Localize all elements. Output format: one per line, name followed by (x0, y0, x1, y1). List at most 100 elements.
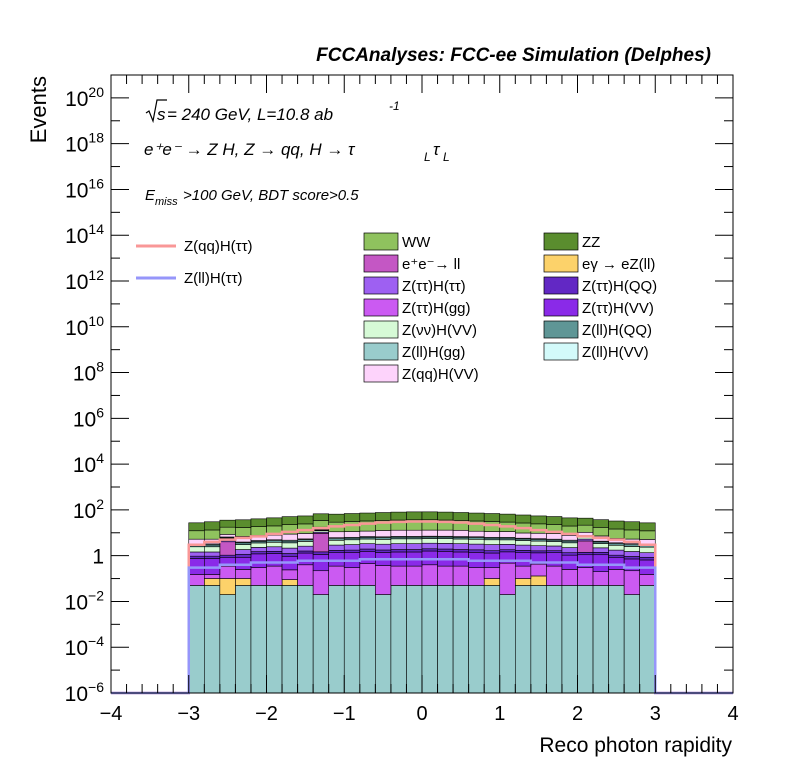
bar-Zqq_HVV-11 (359, 530, 376, 537)
bar-Ztautau_Hgg-14 (406, 565, 423, 586)
bar-Ztautau_HQQ-9 (328, 550, 345, 553)
bar-Ztautau_Htautau-0 (188, 551, 205, 557)
legend-label-Zqq_HVV: Z(qq)H(VV) (402, 366, 479, 383)
bar-Znunu_HVV-5 (266, 541, 283, 548)
bar-WW-8 (312, 520, 329, 528)
bar-ZZ-28 (623, 521, 641, 531)
bar-Ztautau_HQQ-1 (204, 555, 221, 559)
bar-Ztautau_HVV-9 (328, 552, 345, 567)
bar-Znunu_HVV-18 (468, 538, 485, 545)
bar-Ztautau_Htautau-1 (204, 551, 221, 557)
bar-Ztautau_HQQ-11 (359, 548, 376, 552)
bar-Zqq_HVV-21 (514, 532, 532, 539)
legend-label-Ztautau_HQQ: Z(ττ)H(QQ) (582, 278, 657, 295)
y-tick-label: 106 (73, 404, 104, 431)
bar-Ztautau_HQQ-21 (514, 550, 532, 553)
legend-label-WW: WW (402, 234, 431, 251)
bar-Zll_Hgg-18 (468, 585, 485, 694)
bar-WW-25 (577, 524, 594, 533)
bar-Ztautau_Hgg-8 (312, 570, 329, 595)
x-axis-label: Reco photon rapidity (539, 734, 732, 757)
bar-ZZ-24 (561, 517, 578, 527)
bar-Ztautau_HQQ-22 (530, 550, 547, 554)
bar-WW-19 (483, 521, 501, 532)
bar-Zll_Hgg-19 (483, 585, 501, 694)
bar-ZZ-20 (499, 513, 516, 523)
bar-egamma_eZll-1 (204, 578, 221, 586)
y-tick-label: 1020 (65, 84, 104, 111)
svg-text:miss: miss (155, 196, 178, 208)
legend-box-Ztautau_HVV (543, 298, 579, 317)
bar-Ztautau_HQQ-15 (421, 548, 438, 552)
bar-Zqq_HVV-10 (343, 531, 361, 538)
bar-Znunu_HVV-16 (437, 538, 454, 544)
bar-Znunu_HVV-26 (592, 543, 609, 549)
bar-ZZ-0 (188, 522, 205, 532)
bar-Zqq_HVV-13 (390, 529, 407, 537)
bar-Znunu_HVV-14 (406, 538, 423, 544)
bar-Ztautau_Hgg-15 (421, 564, 438, 586)
bar-Zll_Hgg-27 (608, 585, 625, 694)
bar-Ztautau_HQQ-16 (437, 548, 454, 552)
svg-text:τ: τ (433, 140, 441, 159)
bar-ZZ-8 (312, 513, 329, 521)
bar-Zqq_HVV-6 (281, 533, 298, 541)
bar-WW-26 (592, 527, 609, 537)
x-tick-label: 1 (494, 703, 505, 725)
bar-Zqq_HVV-24 (561, 535, 578, 541)
bar-ZZ-6 (281, 516, 298, 525)
legend-label-Zll_HVV: Z(ll)H(VV) (582, 344, 649, 361)
svg-text:-1: -1 (389, 99, 400, 113)
bar-Znunu_HVV-17 (452, 538, 469, 544)
legend-label-Zll_Hgg: Z(ll)H(gg) (402, 344, 465, 361)
bar-Ztautau_Hgg-24 (561, 569, 578, 586)
bar-ZZ-10 (343, 513, 361, 522)
bar-Znunu_HVV-6 (281, 542, 298, 549)
y-tick-label: 10−6 (65, 679, 105, 706)
bar-Znunu_HVV-9 (328, 539, 345, 546)
bar-Ztautau_Htautau-9 (328, 544, 345, 551)
legend-box-egamma_eZll (543, 254, 579, 273)
bar-Zll_Hgg-8 (312, 594, 329, 694)
bar-Ztautau_HQQ-5 (266, 551, 283, 554)
bar-ZZ-4 (250, 518, 267, 527)
x-tick-label: 0 (416, 703, 427, 725)
bar-Ztautau_HVV-4 (250, 553, 267, 568)
bar-Zll_Hgg-24 (561, 585, 578, 694)
bar-Ztautau_Htautau-22 (530, 545, 547, 552)
bar-Ztautau_Hgg-18 (468, 567, 485, 586)
bar-Ztautau_HVV-23 (546, 552, 563, 567)
bar-Ztautau_HQQ-26 (592, 552, 609, 556)
bar-ZZ-16 (437, 511, 454, 521)
bar-Zll_Hgg-12 (375, 594, 392, 694)
bar-Ztautau_Htautau-7 (297, 545, 314, 552)
bar-Ztautau_Htautau-10 (343, 544, 361, 551)
bar-Ztautau_Hgg-22 (530, 563, 547, 577)
bar-WW-22 (530, 523, 547, 534)
bar-ZZ-13 (390, 511, 407, 521)
bar-Ztautau_Htautau-23 (546, 545, 563, 551)
bar-Zll_Hgg-9 (328, 585, 345, 694)
bar-WW-4 (250, 526, 267, 536)
x-tick-label: −1 (333, 703, 356, 725)
x-tick-label: 2 (572, 703, 583, 725)
bar-WW-27 (608, 528, 625, 539)
bar-Ztautau_Hgg-19 (483, 567, 501, 579)
bar-ee_ll-2 (219, 541, 236, 556)
bar-Znunu_HVV-27 (608, 544, 625, 551)
y-tick-label: 108 (73, 359, 104, 386)
legend-label-Zll_HQQ: Z(ll)H(QQ) (582, 322, 652, 339)
bar-WW-29 (639, 530, 656, 540)
legend-label-signal_qq: Z(qq)H(ττ) (184, 238, 253, 255)
bar-Ztautau_Htautau-26 (592, 547, 609, 553)
legend-box-Zll_HVV (543, 342, 579, 361)
annotation-cuts: E miss >100 GeV, BDT score>0.5 (145, 187, 359, 208)
bar-egamma_eZll-3 (235, 578, 252, 586)
bar-Zll_Hgg-14 (406, 585, 423, 694)
bar-Ztautau_Htautau-18 (468, 543, 485, 551)
bar-Znunu_HVV-28 (623, 546, 641, 552)
bar-Znunu_HVV-20 (499, 539, 516, 545)
bar-ZZ-5 (266, 517, 283, 527)
svg-text:E: E (145, 187, 156, 204)
svg-text:e⁺e⁻ → Z H, Z → qq, H → τ: e⁺e⁻ → Z H, Z → qq, H → τ (144, 140, 356, 159)
